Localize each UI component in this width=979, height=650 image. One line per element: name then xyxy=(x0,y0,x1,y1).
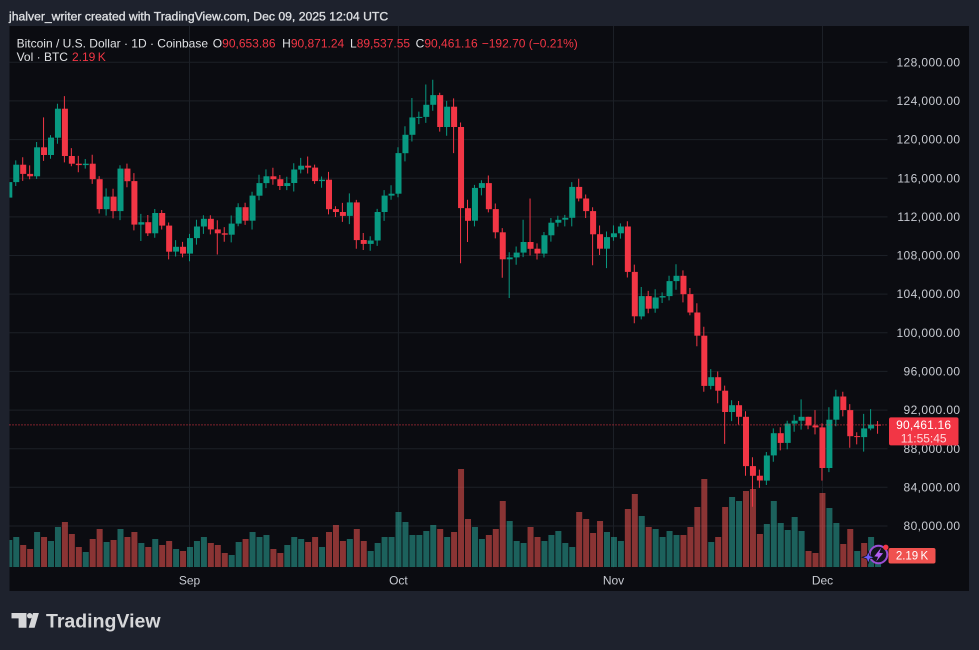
svg-text:104,000.00: 104,000.00 xyxy=(896,287,960,301)
svg-text:128,000.00: 128,000.00 xyxy=(896,55,960,69)
svg-text:100,000.00: 100,000.00 xyxy=(896,326,960,340)
svg-text:84,000.00: 84,000.00 xyxy=(904,480,961,494)
svg-text:jhalver_writer created with Tr: jhalver_writer created with TradingView.… xyxy=(8,9,388,23)
svg-text:96,000.00: 96,000.00 xyxy=(904,365,961,379)
svg-text:120,000.00: 120,000.00 xyxy=(896,133,960,147)
svg-text:92,000.00: 92,000.00 xyxy=(904,403,961,417)
svg-text:2.19 K: 2.19 K xyxy=(896,551,929,563)
svg-text:Oct: Oct xyxy=(389,574,408,588)
svg-text:112,000.00: 112,000.00 xyxy=(897,210,960,224)
svg-text:11:55:45: 11:55:45 xyxy=(901,432,947,446)
svg-text:TradingView: TradingView xyxy=(46,610,161,632)
svg-text:124,000.00: 124,000.00 xyxy=(896,94,960,108)
svg-text:Bitcoin / U.S. Dollar · 1D · C: Bitcoin / U.S. Dollar · 1D · Coinbase O90… xyxy=(17,36,578,50)
svg-text:80,000.00: 80,000.00 xyxy=(904,519,961,533)
svg-text:116,000.00: 116,000.00 xyxy=(897,171,960,185)
svg-text:108,000.00: 108,000.00 xyxy=(896,249,960,263)
svg-text:90,461.16: 90,461.16 xyxy=(896,418,951,432)
svg-text:Nov: Nov xyxy=(603,574,624,588)
svg-text:Sep: Sep xyxy=(179,574,201,588)
svg-text:Dec: Dec xyxy=(812,574,833,588)
